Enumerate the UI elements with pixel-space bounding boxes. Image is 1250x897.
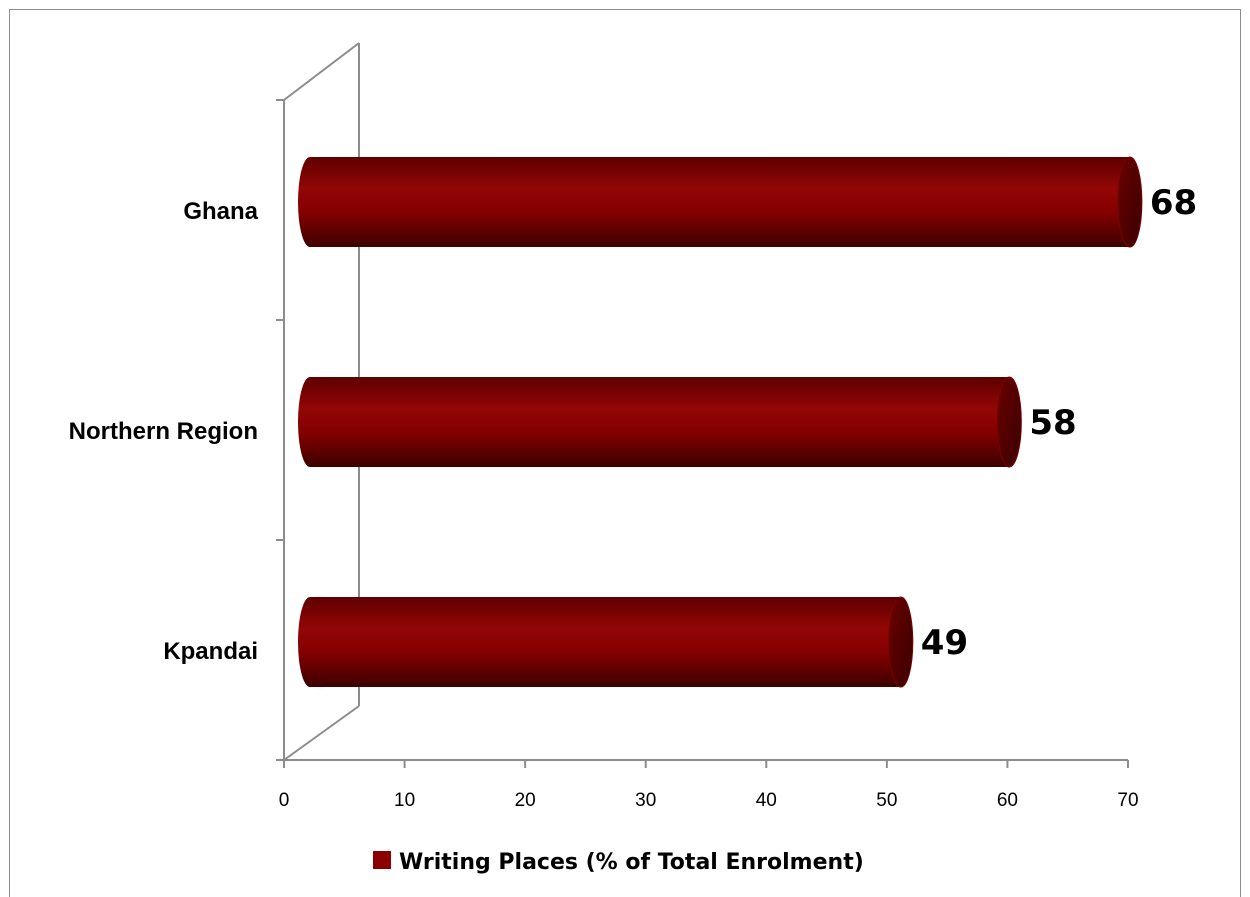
- bar-kpandai: [298, 597, 901, 687]
- bar-cap: [996, 376, 1022, 468]
- legend-swatch: [373, 851, 391, 869]
- category-label: Kpandai: [163, 638, 258, 665]
- bar-cap: [1117, 156, 1143, 248]
- category-label: Northern Region: [69, 418, 258, 445]
- x-tick-label: 50: [876, 790, 897, 811]
- bar-cap: [888, 596, 914, 688]
- x-tick-label: 30: [635, 790, 656, 811]
- data-label: 68: [1150, 183, 1197, 223]
- data-label: 49: [921, 623, 968, 663]
- data-label: 58: [1029, 403, 1076, 443]
- x-tick-label: 20: [515, 790, 536, 811]
- bar-ghana: [298, 157, 1130, 247]
- x-tick-label: 40: [756, 790, 777, 811]
- bars: 49 58 68: [298, 156, 1197, 692]
- x-tick-label: 10: [394, 790, 415, 811]
- x-axis-ticks: 0 10 20 30 40 50 60 70: [279, 760, 1139, 811]
- x-tick-label: 60: [997, 790, 1018, 811]
- x-tick-label: 0: [279, 790, 290, 811]
- category-labels: Kpandai Northern Region Ghana: [69, 198, 259, 665]
- legend: Writing Places (% of Total Enrolment): [373, 850, 864, 875]
- legend-label: Writing Places (% of Total Enrolment): [399, 850, 864, 875]
- category-label: Ghana: [183, 198, 258, 225]
- bar-northern-region: [298, 377, 1010, 467]
- x-tick-label: 70: [1117, 790, 1138, 811]
- plot-walls: [276, 42, 1128, 761]
